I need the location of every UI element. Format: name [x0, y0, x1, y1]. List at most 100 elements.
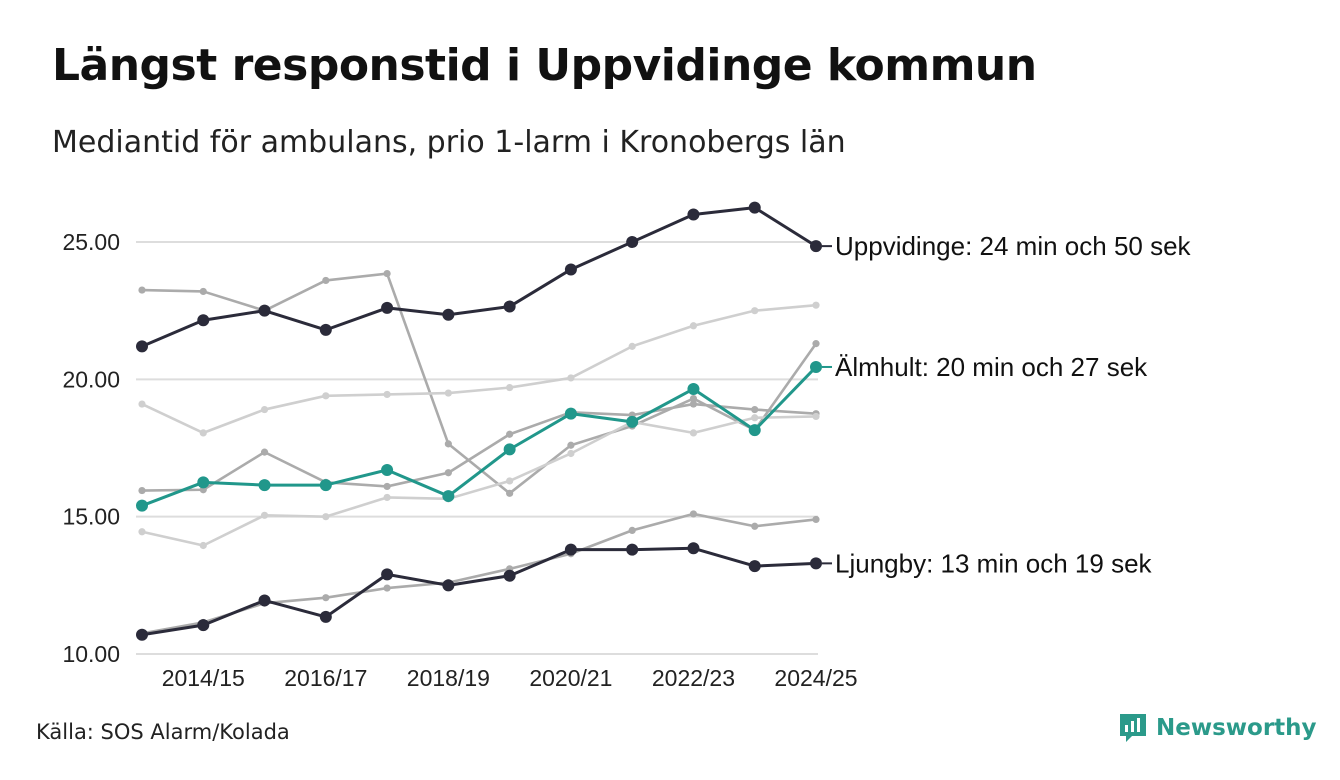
data-point [503, 569, 516, 582]
y-axis-ticks: 10.00 15.00 20.00 25.00 [62, 229, 120, 667]
data-point [258, 479, 271, 492]
data-point [381, 568, 394, 581]
data-point [260, 405, 269, 414]
data-point [564, 543, 577, 556]
data-point [319, 610, 332, 623]
data-point [381, 301, 394, 314]
data-point [383, 390, 391, 399]
data-point [260, 448, 269, 456]
data-point [138, 486, 146, 495]
series-övrig-kommun-d [138, 412, 820, 550]
data-point [199, 541, 207, 550]
series-end-label: Älmhult: 20 min och 27 sek [835, 352, 1148, 382]
chart-subtitle: Mediantid för ambulans, prio 1-larm i Kr… [52, 125, 846, 160]
data-point [199, 287, 207, 296]
data-point [810, 557, 822, 570]
series-line [141, 206, 817, 348]
data-point [506, 477, 514, 485]
data-point [812, 340, 820, 348]
x-tick-label: 2016/17 [284, 665, 367, 691]
y-tick-label: 25.00 [62, 229, 120, 255]
x-tick-label: 2022/23 [652, 665, 735, 691]
data-point [812, 301, 820, 309]
data-point [689, 322, 698, 330]
data-point [444, 469, 452, 477]
data-point [506, 489, 514, 497]
data-point [444, 440, 452, 448]
data-point [751, 414, 759, 422]
y-tick-label: 15.00 [62, 504, 120, 530]
x-axis-ticks: 2014/15 2016/17 2018/19 2020/21 2022/23 2024/… [162, 665, 858, 691]
y-tick-label: 20.00 [62, 366, 120, 392]
data-point [197, 619, 210, 632]
data-point [381, 463, 394, 476]
series-end-label: Ljungby: 13 min och 19 sek [835, 548, 1153, 578]
data-point [258, 304, 271, 317]
series-övrig-kommun-e [138, 510, 820, 638]
series-end-label: Uppvidinge: 24 min och 50 sek [835, 231, 1192, 261]
series-line [141, 512, 817, 635]
series-line [141, 272, 818, 495]
gridlines [136, 241, 818, 655]
data-point [626, 415, 639, 428]
data-point [748, 424, 761, 437]
data-point [748, 201, 761, 214]
data-point [322, 513, 330, 521]
y-tick-label: 10.00 [62, 641, 120, 667]
data-point [319, 479, 332, 492]
data-point [506, 430, 514, 438]
data-point [136, 628, 148, 641]
data-point [628, 342, 636, 350]
data-point [383, 493, 391, 502]
series-line [141, 415, 817, 547]
data-point [689, 394, 698, 403]
data-point [322, 594, 330, 602]
data-point [444, 389, 452, 397]
brand-name: Newsworthy [1156, 715, 1317, 741]
data-point [503, 443, 516, 456]
data-point [626, 236, 639, 248]
series-övrig-kommun-c [138, 301, 820, 437]
data-point [442, 490, 455, 503]
data-point [138, 286, 146, 294]
x-tick-label: 2014/15 [162, 665, 245, 691]
data-point [322, 276, 330, 285]
newsworthy-logo-icon [1120, 714, 1146, 742]
series-lines [136, 201, 822, 641]
data-point [689, 400, 698, 408]
data-point [503, 300, 516, 313]
data-point [197, 476, 210, 489]
series-line [141, 365, 818, 508]
series-labels: Ljungby: 13 min och 19 sek Älmhult: 20 mi… [822, 231, 1192, 578]
data-point [810, 240, 822, 253]
data-point [567, 374, 575, 382]
data-point [197, 314, 210, 327]
data-point [136, 499, 148, 512]
data-point [687, 382, 700, 395]
data-point [319, 323, 332, 336]
data-point [751, 307, 759, 315]
data-point [689, 510, 698, 518]
data-point [442, 308, 455, 321]
series-line [141, 402, 817, 492]
data-point [689, 429, 698, 437]
data-point [383, 269, 391, 278]
data-point [567, 449, 575, 458]
data-point [383, 584, 391, 592]
chart-title: Längst responstid i Uppvidinge kommun [52, 40, 1037, 91]
data-point [751, 522, 759, 530]
brand-logo: Newsworthy [1118, 712, 1317, 744]
data-point [812, 515, 820, 524]
x-tick-label: 2024/25 [774, 665, 857, 691]
data-point [258, 594, 271, 607]
data-point [687, 208, 700, 221]
series-uppvidinge [136, 201, 822, 353]
data-point [138, 528, 146, 536]
data-point [138, 400, 146, 408]
data-point [812, 412, 820, 421]
series-line [141, 546, 817, 637]
series-övrig-kommun-a [138, 269, 820, 497]
x-tick-label: 2020/21 [529, 665, 612, 691]
x-tick-label: 2018/19 [407, 665, 490, 691]
data-point [383, 482, 391, 491]
